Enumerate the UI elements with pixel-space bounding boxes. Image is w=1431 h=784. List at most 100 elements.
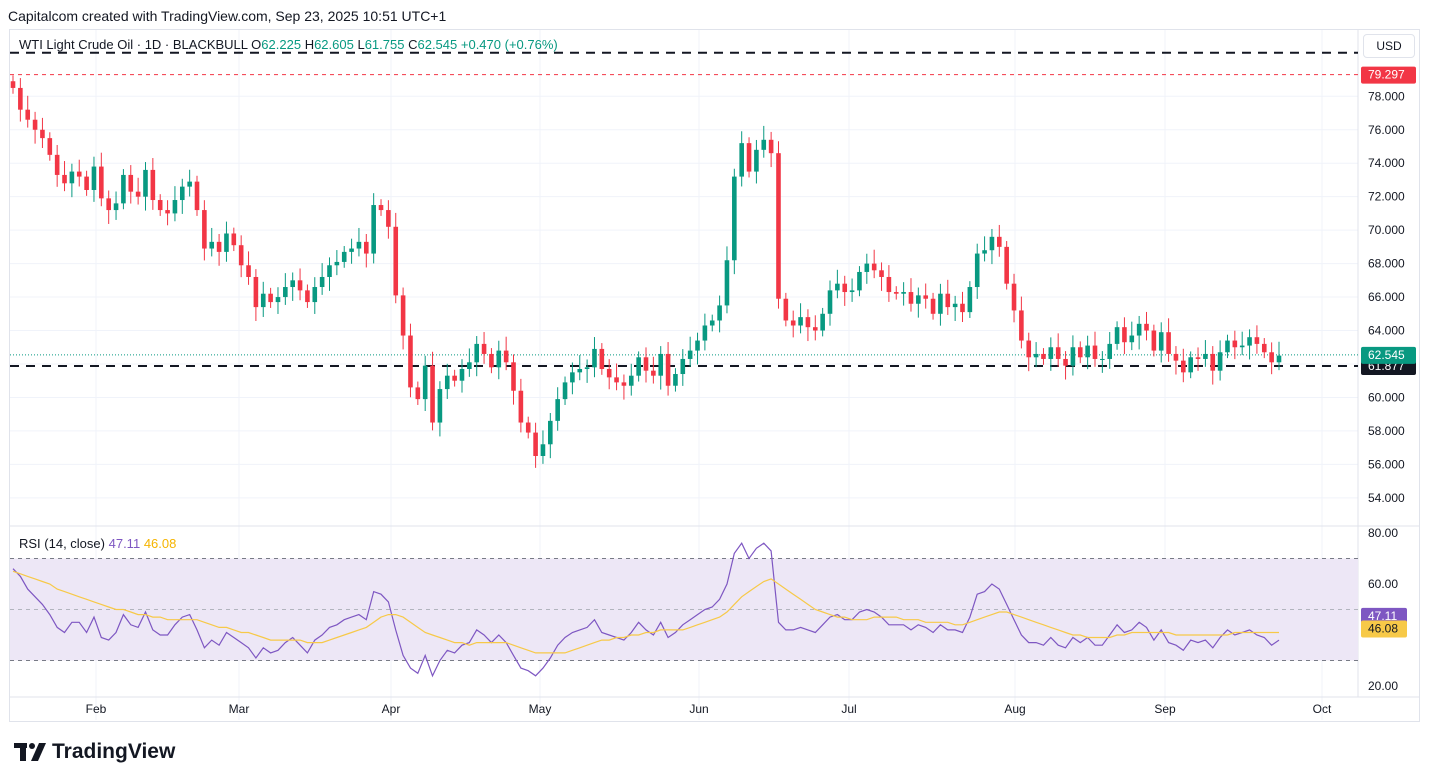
tradingview-logo-icon <box>14 743 46 761</box>
candle-body <box>150 169 156 201</box>
candle-body <box>496 350 502 368</box>
candle-body <box>69 171 75 184</box>
candle-body <box>246 265 251 277</box>
open-label: O <box>251 37 262 52</box>
candle-body <box>1276 355 1282 363</box>
rsi-ma-line <box>12 570 1279 654</box>
price-tick-label: 58.000 <box>1368 424 1405 438</box>
candle-body <box>452 375 457 381</box>
candle-body <box>437 389 443 423</box>
candle-body <box>798 317 803 326</box>
candle-body <box>1173 353 1179 361</box>
candle-body <box>18 87 23 110</box>
candle-body <box>871 263 877 271</box>
time-tick-label: Apr <box>382 702 401 716</box>
price-level-tag <box>1361 66 1416 84</box>
candle-body <box>989 236 995 251</box>
candle-body <box>1026 340 1032 358</box>
candle-body <box>1188 357 1193 373</box>
candle-body <box>739 143 744 177</box>
candle-body <box>415 387 421 400</box>
candle-body <box>422 365 428 400</box>
close-label: C <box>408 37 418 52</box>
candle-body <box>386 210 391 227</box>
rsi-value: 47.11 <box>108 536 141 551</box>
rsi-value-tag-label: 47.11 <box>1368 609 1397 623</box>
candle-body <box>1136 323 1142 336</box>
candle-body <box>974 253 980 288</box>
candle-body <box>25 109 31 120</box>
candle-body <box>135 191 141 197</box>
tradingview-logo: TradingView <box>14 740 175 764</box>
candle-body <box>99 166 104 199</box>
price-tick-label: 64.000 <box>1368 324 1405 338</box>
candle-body <box>562 382 568 400</box>
candle-body <box>209 241 215 249</box>
candle-body <box>1070 347 1076 366</box>
candle-body <box>857 271 862 291</box>
currency-selector[interactable]: USD <box>1363 34 1415 58</box>
candle-body <box>1203 353 1208 359</box>
candle-body <box>938 293 943 314</box>
candle-body <box>768 139 774 154</box>
rsi-line <box>12 542 1280 678</box>
candle-body <box>1254 337 1260 344</box>
candle-body <box>1210 353 1216 371</box>
candle-body <box>106 198 111 211</box>
price-tick-label: 54.000 <box>1368 491 1405 505</box>
candle-body <box>724 260 730 306</box>
candle-body <box>960 303 965 313</box>
candle-body <box>334 261 340 266</box>
candle-body <box>113 203 119 211</box>
candle-body <box>47 138 53 155</box>
candle-body <box>32 119 38 130</box>
candle-body <box>305 290 310 303</box>
candle-body <box>628 375 634 386</box>
candle-body <box>592 348 597 368</box>
candle-body <box>908 292 914 304</box>
open-value: 62.225 <box>261 37 302 52</box>
candle-body <box>474 343 480 363</box>
candle-body <box>1195 357 1201 359</box>
rsi-label[interactable]: RSI (14, close) <box>19 536 105 551</box>
low-label: L <box>357 37 365 52</box>
candle-body <box>297 280 303 291</box>
candle-body <box>997 236 1002 247</box>
candle-body <box>1041 353 1046 359</box>
candle-body <box>923 295 928 299</box>
candle-body <box>349 248 354 252</box>
candle-body <box>319 276 325 288</box>
candle-body <box>128 174 134 192</box>
time-tick-label: Jul <box>841 702 856 716</box>
candle-body <box>84 176 89 190</box>
candle-body <box>820 313 825 331</box>
symbol-legend: WTI Light Crude Oil · 1D · BLACKBULL O62… <box>19 37 558 52</box>
price-tick-label: 66.000 <box>1368 290 1405 304</box>
candle-body <box>1092 345 1098 359</box>
candle-body <box>658 353 664 376</box>
candle-body <box>945 293 951 308</box>
candle-body <box>643 357 649 371</box>
last-price-label: 62.545 <box>1368 348 1405 362</box>
symbol-name[interactable]: WTI Light Crude Oil · 1D · BLACKBULL <box>19 37 248 52</box>
candle-body <box>76 171 82 177</box>
candle-body <box>1239 345 1245 348</box>
candle-body <box>1151 330 1157 351</box>
candle-body <box>1033 353 1039 358</box>
candle-body <box>194 181 200 211</box>
candle-body <box>982 250 987 254</box>
candle-body <box>231 233 237 246</box>
candle-body <box>10 81 16 88</box>
candle-body <box>1004 246 1009 284</box>
candle-body <box>327 265 332 277</box>
candle-body <box>393 226 399 296</box>
candle-body <box>444 375 450 390</box>
price-tick-label: 68.000 <box>1368 257 1405 271</box>
candle-body <box>408 335 413 388</box>
candle-body <box>916 295 921 304</box>
tradingview-logo-text: TradingView <box>52 740 176 763</box>
candle-body <box>606 368 612 378</box>
candle-body <box>54 154 60 175</box>
candle-body <box>1107 343 1113 359</box>
